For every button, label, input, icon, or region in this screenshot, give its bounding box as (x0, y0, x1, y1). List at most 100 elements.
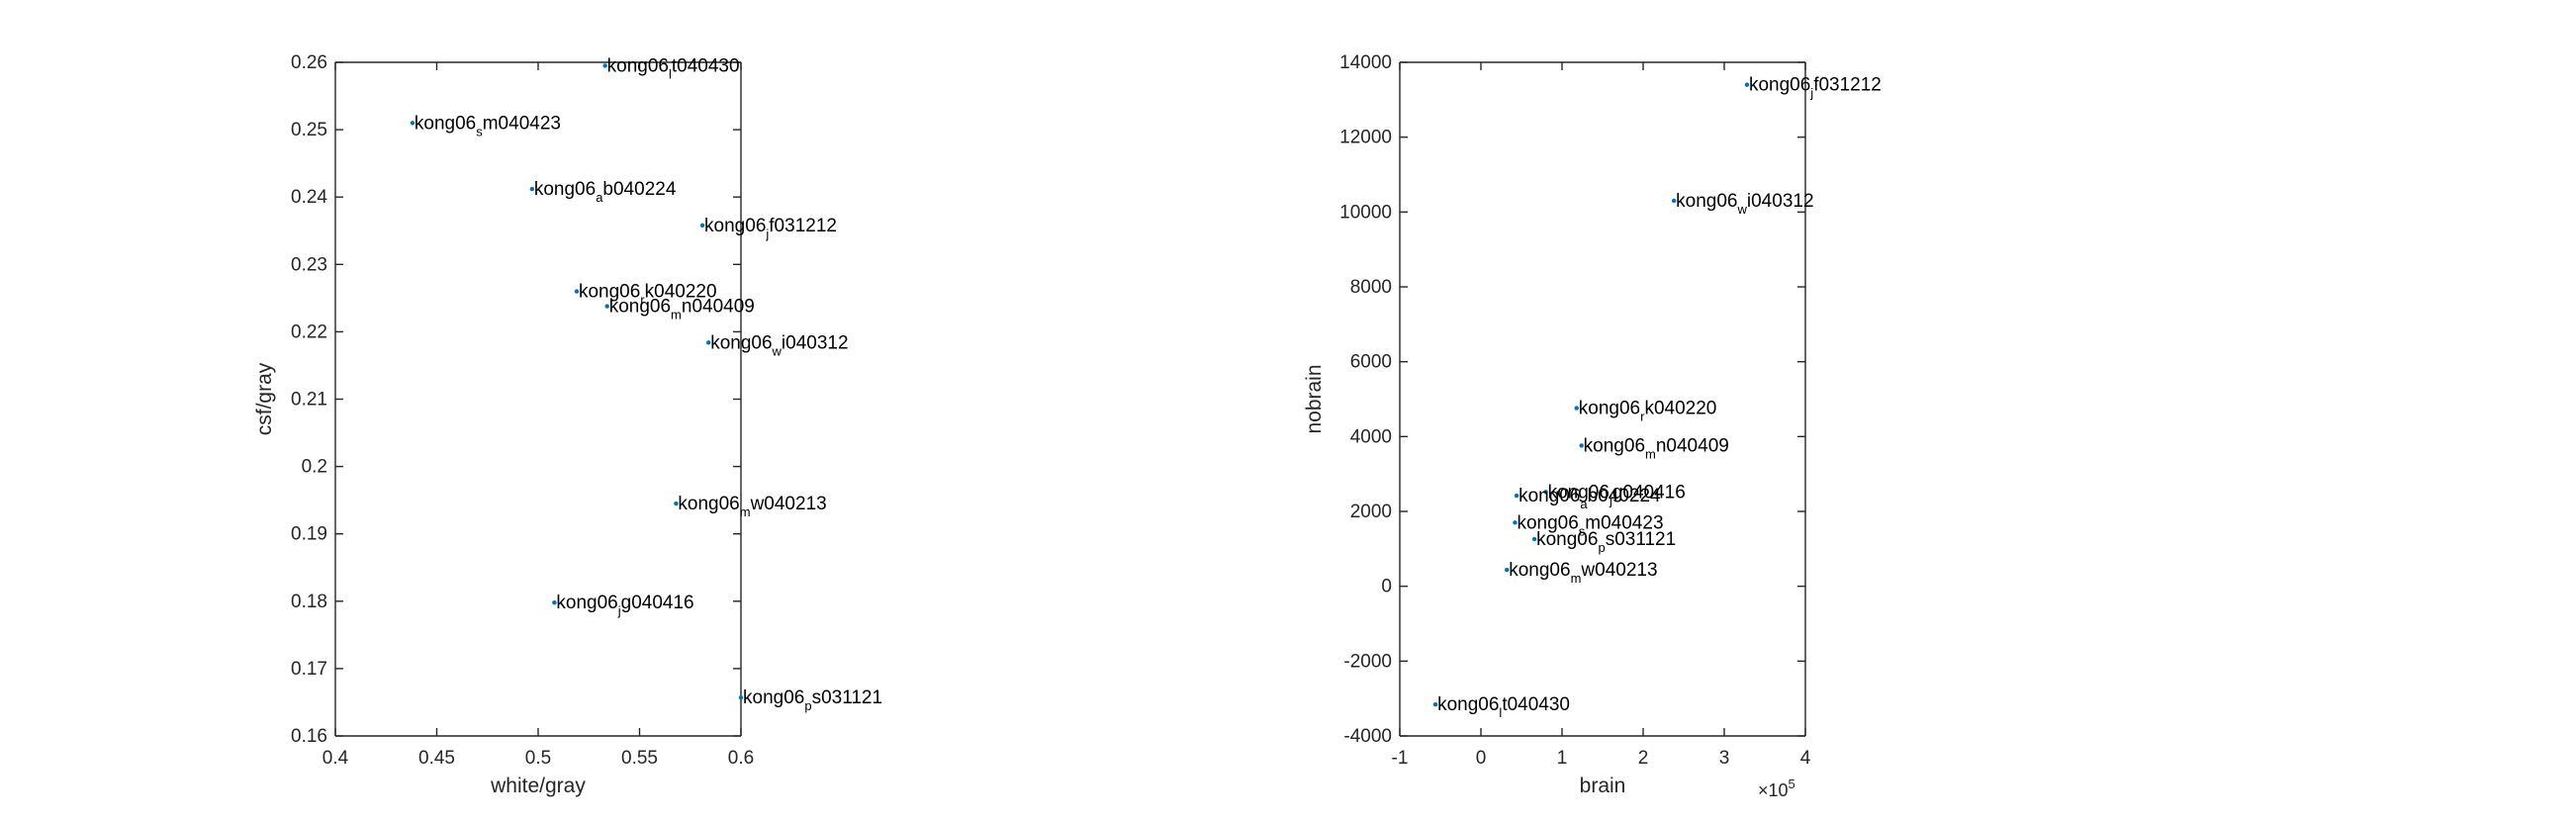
point-label-subscript: r (640, 293, 645, 308)
x-tick-label: 0.4 (322, 748, 349, 769)
x-tick-label: 1 (1557, 748, 1568, 769)
point-label-subscript: m (1645, 446, 1656, 461)
point-label-suffix: b040224 (1588, 486, 1661, 506)
point-label-prefix: kong06 (1517, 512, 1578, 533)
point-label: kong06wi040312 (710, 332, 848, 358)
point-label-suffix: w040213 (750, 494, 827, 514)
point-label-prefix: kong06 (1749, 75, 1810, 96)
data-point (1514, 493, 1519, 499)
point-label-subscript: a (1580, 497, 1588, 511)
point-label-prefix: kong06 (414, 113, 476, 134)
data-point (1579, 443, 1584, 448)
data-point (604, 304, 609, 309)
point-label-prefix: kong06 (704, 216, 766, 236)
point-label: kong06lt040430 (607, 55, 740, 81)
y-tick-label: 0.24 (291, 187, 327, 208)
y-tick-label: 0.25 (291, 120, 327, 140)
y-tick-label: 0.17 (291, 659, 327, 680)
point-label-subscript: l (1499, 705, 1502, 720)
y-tick-label: 0.26 (291, 52, 327, 73)
point-label-subscript: r (1640, 410, 1645, 424)
y-tick-label: 12000 (1339, 128, 1392, 148)
y-tick-label: 2000 (1350, 502, 1392, 522)
point-label: kong06rk040220 (579, 282, 717, 308)
x-tick-label: 3 (1719, 748, 1730, 769)
x-axis-label: white/gray (490, 775, 586, 797)
x-axis-label: brain (1580, 775, 1626, 797)
y-tick-label: 6000 (1350, 352, 1392, 373)
chart-brain-vs-nobrain: -1 0 1 2 3 4 -4000 -2000 0 2000 4000 6000 8000 10000 1… (1303, 52, 1882, 800)
y-tick-label: -2000 (1343, 651, 1392, 672)
point-label-suffix: m040423 (483, 113, 561, 134)
y-tick-label: 8000 (1350, 277, 1392, 298)
point-label: kong06rk040220 (1579, 399, 1717, 424)
data-point (1505, 567, 1510, 573)
point-label-prefix: kong06 (710, 332, 772, 353)
y-axis-label: csf/gray (253, 362, 276, 435)
point-label-subscript: m (671, 308, 682, 322)
x-tick-label: 0.55 (621, 748, 658, 769)
point-label-prefix: kong06 (1548, 482, 1610, 503)
point-label: kong06lt040430 (1437, 694, 1570, 720)
x-tick-label: 2 (1638, 748, 1649, 769)
x-tick-label: 0.6 (728, 748, 754, 769)
x-exponent-label: ×105 (1758, 777, 1795, 800)
x-tick-label: 0.45 (418, 748, 455, 769)
point-label-suffix: s031121 (1606, 529, 1677, 550)
point-label-subscript: a (596, 190, 603, 205)
point-label-subscript: j (765, 227, 769, 241)
point-label-prefix: kong06 (1509, 560, 1570, 581)
point-label-subscript: s (1579, 523, 1586, 538)
x-tick-label: 4 (1800, 748, 1811, 769)
point-label-subscript: w (772, 343, 782, 358)
point-label-suffix: g040416 (621, 593, 694, 613)
point-label-suffix: g040416 (1612, 482, 1686, 503)
data-point (699, 223, 705, 229)
point-label-suffix: f031212 (1813, 75, 1882, 96)
point-label: kong06jg040416 (556, 593, 693, 618)
point-label-prefix: kong06 (1518, 486, 1580, 506)
point-label-prefix: kong06 (743, 687, 804, 708)
point-label-subscript: m (1571, 571, 1582, 586)
y-tick-label: 14000 (1339, 52, 1392, 73)
x-tick-label: 0.5 (525, 748, 551, 769)
data-point (1671, 198, 1677, 204)
y-axis-label: nobrain (1303, 364, 1326, 433)
point-label-prefix: kong06 (1584, 435, 1645, 456)
point-label-subscript: p (1598, 540, 1605, 555)
point-label-prefix: kong06 (607, 55, 669, 76)
point-label-prefix: kong06 (1579, 399, 1640, 419)
y-tick-label: 0 (1381, 577, 1392, 597)
point-label-suffix: b040224 (602, 179, 676, 200)
point-label-suffix: i040312 (1747, 191, 1814, 212)
x-exponent-base: ×10 (1758, 780, 1789, 800)
point-label-prefix: kong06 (1536, 529, 1598, 550)
point-label-prefix: kong06 (609, 297, 671, 318)
point-label-suffix: n040409 (1656, 435, 1729, 456)
point-label-prefix: kong06 (556, 593, 617, 613)
point-label: kong06mw040213 (1509, 560, 1657, 586)
data-point (1432, 702, 1438, 707)
point-label: kong06ab040224 (1518, 486, 1661, 511)
point-label-prefix: kong06 (534, 179, 596, 200)
point-label-suffix: t040430 (672, 55, 740, 76)
data-point (1513, 520, 1518, 525)
data-point (529, 186, 535, 192)
point-label: kong06jf031212 (704, 216, 837, 241)
data-point (602, 63, 607, 68)
point-label-suffix: t040430 (1502, 694, 1570, 715)
y-tick-label: -4000 (1343, 726, 1392, 747)
y-tick-label: 0.21 (291, 390, 327, 411)
point-label: kong06ps031121 (743, 687, 882, 713)
y-tick-label: 4000 (1350, 426, 1392, 447)
data-point (1574, 406, 1579, 411)
data-point (706, 340, 711, 345)
point-label-suffix: f031212 (769, 216, 837, 236)
point-label-prefix: kong06 (678, 494, 739, 514)
y-tick-label: 0.16 (291, 726, 327, 747)
point-label: kong06ab040224 (534, 179, 677, 205)
point-label-suffix: i040312 (782, 332, 849, 353)
point-label-subscript: j (617, 603, 621, 618)
data-point (1531, 536, 1537, 542)
